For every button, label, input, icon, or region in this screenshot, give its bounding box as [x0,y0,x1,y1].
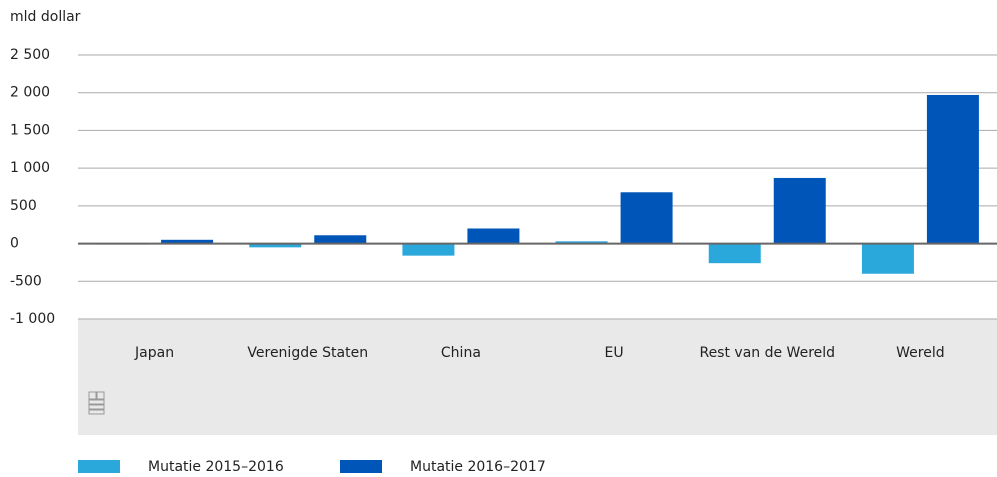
bar [620,192,673,244]
y-tick-label: -500 [10,273,42,289]
bar [926,94,979,244]
x-tick-label: Japan [135,345,175,361]
legend-label: Mutatie 2015–2016 [148,459,284,475]
bar [708,243,761,264]
bar [773,177,826,244]
y-tick-label: 500 [10,198,37,214]
y-tick-label: 1 000 [10,160,50,176]
y-tick-label: 2 000 [10,85,50,101]
bar [467,228,520,244]
y-tick-label: 1 500 [10,122,50,138]
bar [555,241,608,244]
logo [88,391,105,415]
x-tick-label: Rest van de Wereld [699,345,836,361]
legend-swatch [78,460,120,473]
x-tick-label: Wereld [896,345,945,361]
y-tick-label: 0 [10,236,19,252]
bar [161,239,214,244]
x-tick-label: EU [604,345,624,361]
y-tick-label: -1 000 [10,311,55,327]
x-tick-label: China [440,345,481,361]
bar [402,243,455,256]
legend-label: Mutatie 2016–2017 [410,459,546,475]
bar [249,243,302,248]
category-band [78,319,997,435]
legend-swatch [340,460,382,473]
x-tick-label: Verenigde Staten [247,345,369,361]
bar [861,243,914,274]
y-axis-label: mld dollar [10,9,81,25]
y-tick-label: 2 500 [10,47,50,63]
bar [314,235,367,244]
